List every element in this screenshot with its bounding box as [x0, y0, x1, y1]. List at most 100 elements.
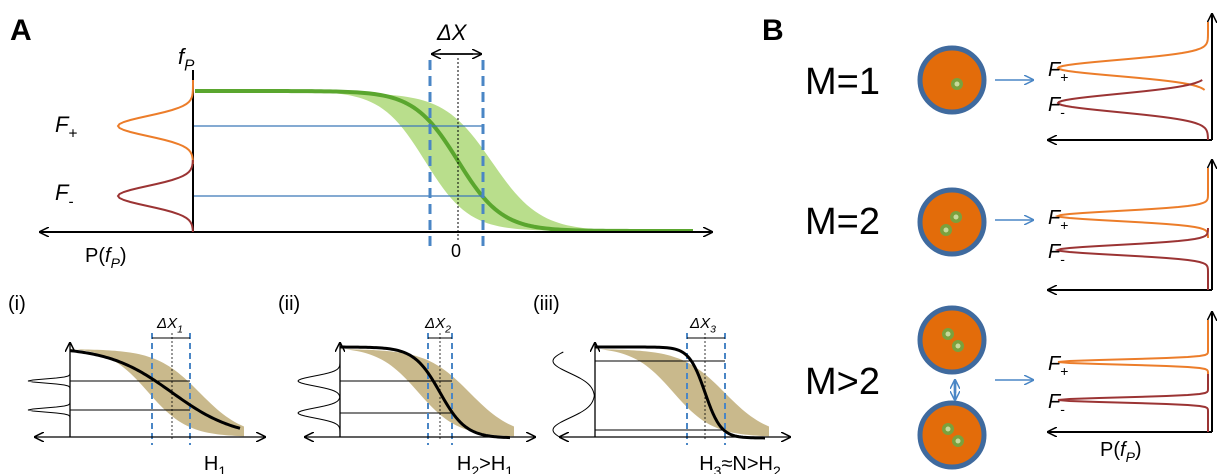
delta-x-label-part: ΔX	[424, 315, 446, 332]
nucleoid-core	[955, 438, 961, 444]
cell	[917, 305, 987, 375]
x-axis-label-part: f	[1120, 439, 1128, 461]
f-minus-label: F-	[1048, 391, 1065, 417]
condition-label-part: 3	[714, 463, 722, 474]
f-plus-label-part: F	[1048, 207, 1062, 229]
f-minus-label-part: -	[68, 194, 73, 211]
mean-curve	[194, 89, 694, 233]
f-minus-label-part: -	[1060, 104, 1065, 120]
f-minus-label: F-	[1048, 94, 1065, 120]
condition-label-part: 2	[471, 463, 479, 474]
distribution-plus	[116, 79, 194, 165]
f-plus-label-part: F	[55, 112, 70, 137]
x-axis-label: P(fP)	[1100, 439, 1142, 465]
distribution-plus	[1054, 168, 1209, 239]
panel-label: B	[762, 14, 784, 47]
delta-x-label-part: ΔX	[156, 315, 178, 332]
distribution-minus	[116, 159, 194, 233]
distribution-minus	[1056, 79, 1209, 141]
copy-number-label: M=2	[805, 201, 880, 243]
x-axis-label: P(fP)	[85, 245, 127, 271]
subpanel-label: (ii)	[278, 293, 300, 315]
condition-label-part: 1	[505, 463, 513, 474]
f-minus-label-part: -	[1060, 251, 1065, 267]
distribution	[552, 351, 595, 438]
confidence-band	[340, 348, 514, 437]
cell	[917, 400, 987, 470]
delta-x-label: ΔX1	[156, 315, 183, 336]
condition-label: H1	[204, 453, 226, 474]
f-plus-label: F+	[1048, 353, 1068, 379]
delta-x-label-part: ΔX	[689, 315, 711, 332]
confidence-band	[195, 91, 695, 231]
x-axis-label-part: )	[120, 245, 127, 267]
condition-label-part: H	[457, 453, 471, 474]
f-minus-label-part: F	[1048, 391, 1062, 413]
cell	[917, 187, 987, 257]
delta-x-label: ΔX2	[424, 315, 451, 336]
f-plus-label-part: +	[1060, 69, 1068, 85]
nucleoid-core	[953, 214, 959, 220]
f-plus-label: F+	[1048, 207, 1068, 233]
f-minus-label: F-	[1048, 241, 1065, 267]
condition-label-part: ≈N>H	[721, 453, 773, 474]
x-axis-label-part: P(	[1100, 439, 1120, 461]
condition-label-part: H	[699, 453, 713, 474]
distribution-minus	[1057, 374, 1209, 432]
copy-number-label: M>2	[805, 361, 880, 403]
f-plus-label: F+	[55, 112, 77, 143]
nucleoid-core	[943, 227, 949, 233]
f-minus-label: F-	[55, 180, 74, 211]
confidence-band	[595, 348, 769, 437]
condition-label: H3≈N>H2	[699, 453, 781, 474]
nucleoid-core	[945, 331, 951, 337]
x-axis-label-part: P	[111, 255, 121, 271]
zero-label: 0	[451, 241, 461, 261]
distribution-plus	[1056, 22, 1209, 91]
condition-label-part: >H	[479, 453, 505, 474]
mean-curve	[339, 345, 511, 440]
delta-x-label-part: 2	[444, 324, 451, 336]
f-plus-label-part: F	[1048, 353, 1062, 375]
mean-curve	[69, 349, 241, 430]
confidence-band	[70, 348, 244, 437]
y-axis-label: fP	[178, 44, 195, 75]
cell	[917, 45, 987, 115]
f-plus-label-part: +	[68, 126, 77, 143]
delta-x-label-part: 1	[177, 324, 183, 336]
f-minus-label-part: -	[1060, 401, 1065, 417]
x-axis-label-part: )	[1135, 439, 1142, 461]
x-axis-label-part: f	[105, 245, 113, 267]
f-plus-label: F+	[1048, 59, 1068, 85]
x-axis-label-part: P(	[85, 245, 105, 267]
subpanel-label: (i)	[8, 293, 26, 315]
f-plus-label-part: F	[1048, 59, 1062, 81]
delta-x-label-part: 3	[710, 324, 716, 336]
distribution	[297, 352, 341, 438]
f-plus-label-part: +	[1060, 363, 1068, 379]
nucleoid-core	[945, 426, 951, 432]
distribution-plus	[1057, 320, 1209, 384]
mean-curve	[595, 345, 766, 440]
condition-label-part: H	[204, 453, 218, 474]
y-axis-label-part: f	[178, 44, 187, 69]
copy-number-label: M=1	[805, 61, 880, 103]
distribution-minus	[1054, 227, 1209, 290]
nucleoid-core	[954, 81, 960, 87]
condition-label-part: 2	[773, 463, 781, 474]
f-minus-label-part: F	[1048, 94, 1062, 116]
f-minus-label-part: F	[55, 180, 70, 205]
f-minus-label-part: F	[1048, 241, 1062, 263]
subpanel-label: (iii)	[533, 293, 560, 315]
panel-label: A	[10, 14, 32, 47]
condition-label: H2>H1	[457, 453, 513, 474]
distribution	[27, 352, 71, 437]
nucleoid-core	[955, 343, 961, 349]
f-plus-label-part: +	[1060, 217, 1068, 233]
delta-x-label: ΔX	[436, 20, 468, 45]
delta-x-label: ΔX3	[689, 315, 716, 336]
x-axis-label-part: P	[1126, 449, 1136, 465]
condition-label-part: 1	[218, 463, 226, 474]
y-axis-label-part: P	[184, 58, 195, 75]
